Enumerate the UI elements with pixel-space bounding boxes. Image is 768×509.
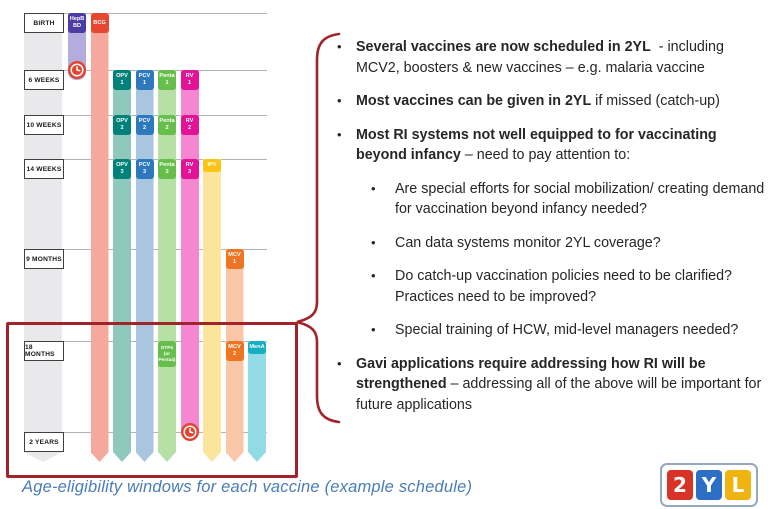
clock-icon [68, 61, 86, 79]
chip-penta-penta1: Penta 1 [158, 70, 176, 90]
age-label-birth: BIRTH [24, 13, 64, 33]
chip-rv-rv1: RV 1 [180, 70, 199, 90]
bullet-dot: • [371, 322, 376, 337]
chip-ipv-ipv: IPV [203, 159, 221, 172]
end-marker-rv [180, 422, 200, 442]
chip-pcv-pcv1: PCV 1 [135, 70, 154, 90]
sub-bullet-item-2: • Can data systems monitor 2YL coverage? [371, 233, 766, 254]
age-label-6-weeks: 6 WEEKS [24, 70, 64, 90]
chip-opv-opv2: OPV 2 [113, 115, 131, 135]
bullet-text: Several vaccines are now scheduled in 2Y… [356, 39, 724, 76]
bullet-text: Gavi applications require addressing how… [356, 355, 762, 413]
sub-bullet-list: • Are special efforts for social mobiliz… [371, 179, 766, 341]
bullet-dot: • [337, 39, 342, 54]
chip-penta-dtp4(orpenta4): DTP4 (or Penta4) [158, 341, 176, 367]
bullet-text: Most RI systems not well equipped to for… [356, 126, 717, 164]
chip-opv-opv3: OPV 3 [113, 159, 131, 179]
age-label-2-years: 2 YEARS [24, 432, 64, 452]
chip-rv-rv2: RV 2 [180, 115, 199, 135]
band-bcg [91, 13, 109, 462]
bullet-dot: • [337, 126, 342, 142]
bullet-dot: • [371, 234, 376, 250]
age-label-10-weeks: 10 WEEKS [24, 115, 64, 135]
chip-mcv-mcv1: MCV 1 [225, 249, 244, 269]
chip-mcv-mcv2: MCV 2 [225, 341, 244, 361]
chart-caption: Age-eligibility windows for each vaccine… [22, 478, 473, 496]
chip-hepb-bd-hepbbd: HepB BD [68, 13, 86, 33]
gridline-birth [24, 13, 267, 14]
chip-pcv-pcv3: PCV 3 [135, 159, 154, 179]
bullet-item-2: • Most vaccines can be given in 2YL if m… [337, 91, 766, 112]
sub-bullet-item-3: • Do catch-up vaccination policies need … [371, 266, 766, 307]
age-label-14-weeks: 14 WEEKS [24, 159, 64, 179]
chip-penta-penta2: Penta 2 [158, 115, 176, 135]
logo-tile-y: Y [696, 470, 722, 500]
sub-bullet-item-4: • Special training of HCW, mid-level man… [371, 320, 766, 341]
sub-bullet-text: Special training of HCW, mid-level manag… [395, 322, 739, 338]
key-points-panel: • Several vaccines are now scheduled in … [337, 37, 766, 428]
sub-bullet-text: Can data systems monitor 2YL coverage? [395, 234, 661, 251]
brace [296, 32, 341, 424]
logo-tile-l: L [725, 470, 751, 500]
bullet-item-3: • Most RI systems not well equipped to f… [337, 125, 766, 166]
bullet-dot: • [371, 180, 376, 196]
bullet-item-1: • Several vaccines are now scheduled in … [337, 37, 766, 78]
2yl-highlight-box [6, 322, 298, 478]
clock-icon [180, 423, 199, 441]
sub-bullet-text: Do catch-up vaccination policies need to… [395, 268, 736, 305]
chip-pcv-pcv2: PCV 2 [135, 115, 154, 135]
band-mena [248, 341, 266, 462]
bullet-text: Most vaccines can be given in 2YL if mis… [356, 93, 720, 109]
bullet-dot: • [337, 355, 342, 371]
2yl-logo: 2 Y L [660, 463, 758, 507]
band-ipv [203, 159, 221, 462]
logo-tile-2: 2 [667, 470, 693, 500]
bullet-item-4: • Gavi applications require addressing h… [337, 354, 766, 416]
age-label-9-months: 9 MONTHS [24, 249, 64, 269]
chip-rv-rv3: RV 3 [180, 159, 199, 179]
sub-bullet-text: Are special efforts for social mobilizat… [395, 180, 765, 218]
end-marker-hepb-bd [67, 60, 87, 80]
bullet-dot: • [337, 93, 342, 108]
chip-mena-mena: MenA [248, 341, 266, 354]
bullet-dot: • [371, 268, 376, 283]
sub-bullet-item-1: • Are special efforts for social mobiliz… [371, 179, 766, 220]
chip-opv-opv1: OPV 1 [113, 70, 131, 90]
chip-bcg-bcg: BCG [90, 13, 109, 33]
chip-penta-penta3: Penta 3 [158, 159, 176, 179]
age-label-18-months: 18 MONTHS [24, 341, 64, 361]
